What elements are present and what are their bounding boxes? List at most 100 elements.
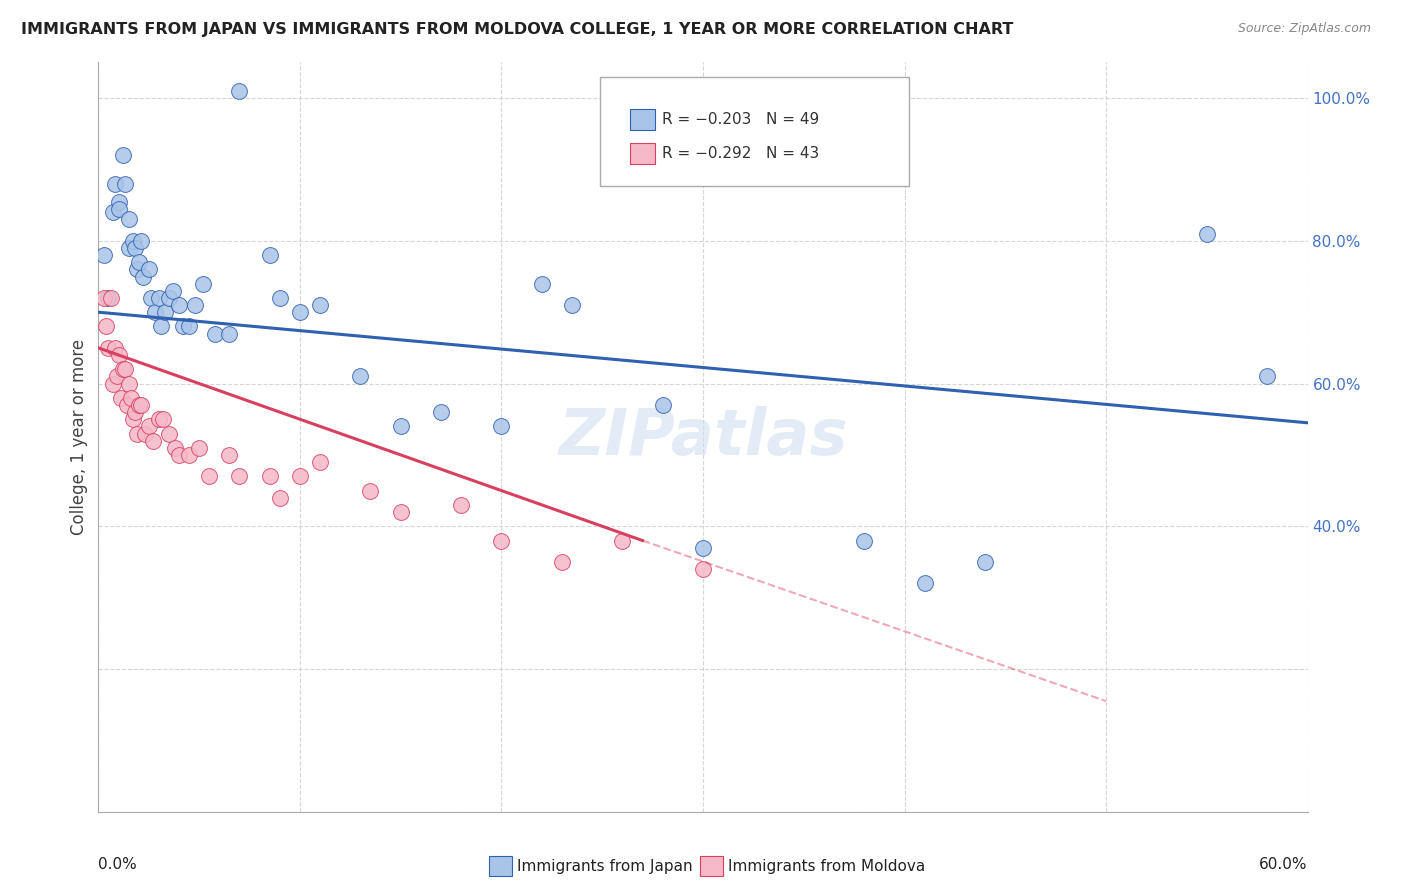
Point [103, 341, 125, 355]
Point [179, 448, 201, 462]
Point [97, 341, 120, 355]
Point [132, 269, 155, 284]
Point [349, 369, 371, 384]
Bar [630, 109, 655, 130]
Point [167, 448, 190, 462]
Point [309, 298, 332, 312]
Point [204, 326, 226, 341]
Point [153, 305, 176, 319]
Point [125, 262, 148, 277]
Text: 60.0%: 60.0% [1260, 856, 1308, 871]
Point [148, 412, 170, 426]
Point [129, 398, 152, 412]
Point [128, 398, 150, 412]
Point [389, 419, 412, 434]
Point [259, 248, 281, 262]
Point [120, 391, 142, 405]
Point [143, 305, 166, 319]
Point [269, 291, 291, 305]
Point [97, 291, 120, 305]
Point [1195, 227, 1218, 241]
Point [651, 398, 673, 412]
Point [142, 434, 165, 448]
Point [974, 555, 997, 569]
Point [107, 348, 129, 362]
Point [110, 391, 132, 405]
Point [228, 469, 250, 483]
Text: Source: ZipAtlas.com: Source: ZipAtlas.com [1237, 22, 1371, 36]
Point [228, 84, 250, 98]
Point [115, 398, 138, 412]
Text: R = −0.292   N = 43: R = −0.292 N = 43 [662, 146, 820, 161]
Point [360, 483, 382, 498]
Point [93, 248, 115, 262]
Point [218, 326, 240, 341]
Point [288, 305, 311, 319]
Point [125, 426, 148, 441]
Point [101, 205, 124, 219]
Text: IMMIGRANTS FROM JAPAN VS IMMIGRANTS FROM MOLDOVA COLLEGE, 1 YEAR OR MORE CORRELA: IMMIGRANTS FROM JAPAN VS IMMIGRANTS FROM… [21, 22, 1014, 37]
Point [692, 562, 714, 576]
Point [167, 298, 190, 312]
Text: Immigrants from Moldova: Immigrants from Moldova [728, 859, 925, 873]
Point [148, 291, 170, 305]
Point [450, 498, 472, 512]
Point [149, 319, 172, 334]
Text: 0.0%: 0.0% [98, 856, 138, 871]
Point [179, 319, 201, 334]
Point [100, 291, 122, 305]
Point [218, 448, 240, 462]
Point [101, 376, 124, 391]
Point [121, 234, 143, 248]
Point [612, 533, 634, 548]
Point [259, 469, 281, 483]
Point [107, 194, 129, 209]
Point [121, 412, 143, 426]
Text: Immigrants from Japan: Immigrants from Japan [517, 859, 693, 873]
Point [111, 148, 134, 162]
Point [129, 234, 152, 248]
Point [389, 505, 412, 519]
Point [430, 405, 453, 419]
Point [114, 362, 136, 376]
Text: ZIPatlas: ZIPatlas [558, 406, 848, 468]
Point [118, 376, 141, 391]
Point [692, 541, 714, 555]
Point [914, 576, 936, 591]
Point [188, 441, 211, 455]
Point [288, 469, 311, 483]
Point [561, 298, 583, 312]
Point [118, 241, 141, 255]
Point [111, 362, 134, 376]
Point [269, 491, 291, 505]
Point [551, 555, 574, 569]
Point [172, 319, 194, 334]
Point [193, 277, 215, 291]
Point [162, 284, 184, 298]
Point [198, 469, 221, 483]
Point [853, 533, 876, 548]
Point [491, 419, 513, 434]
Point [530, 277, 553, 291]
Y-axis label: College, 1 year or more: College, 1 year or more [70, 339, 89, 535]
Point [1256, 369, 1278, 384]
Point [157, 426, 180, 441]
Point [134, 426, 156, 441]
FancyBboxPatch shape [600, 78, 908, 186]
Point [103, 177, 125, 191]
Point [124, 405, 146, 419]
Point [96, 319, 118, 334]
Point [107, 202, 129, 216]
Point [309, 455, 332, 469]
Point [128, 255, 150, 269]
Point [138, 262, 160, 277]
Point [114, 177, 136, 191]
Point [124, 241, 146, 255]
Point [139, 291, 162, 305]
Point [105, 369, 128, 384]
Bar [630, 144, 655, 164]
Point [93, 291, 115, 305]
Point [157, 291, 180, 305]
Point [491, 533, 513, 548]
Point [163, 441, 186, 455]
